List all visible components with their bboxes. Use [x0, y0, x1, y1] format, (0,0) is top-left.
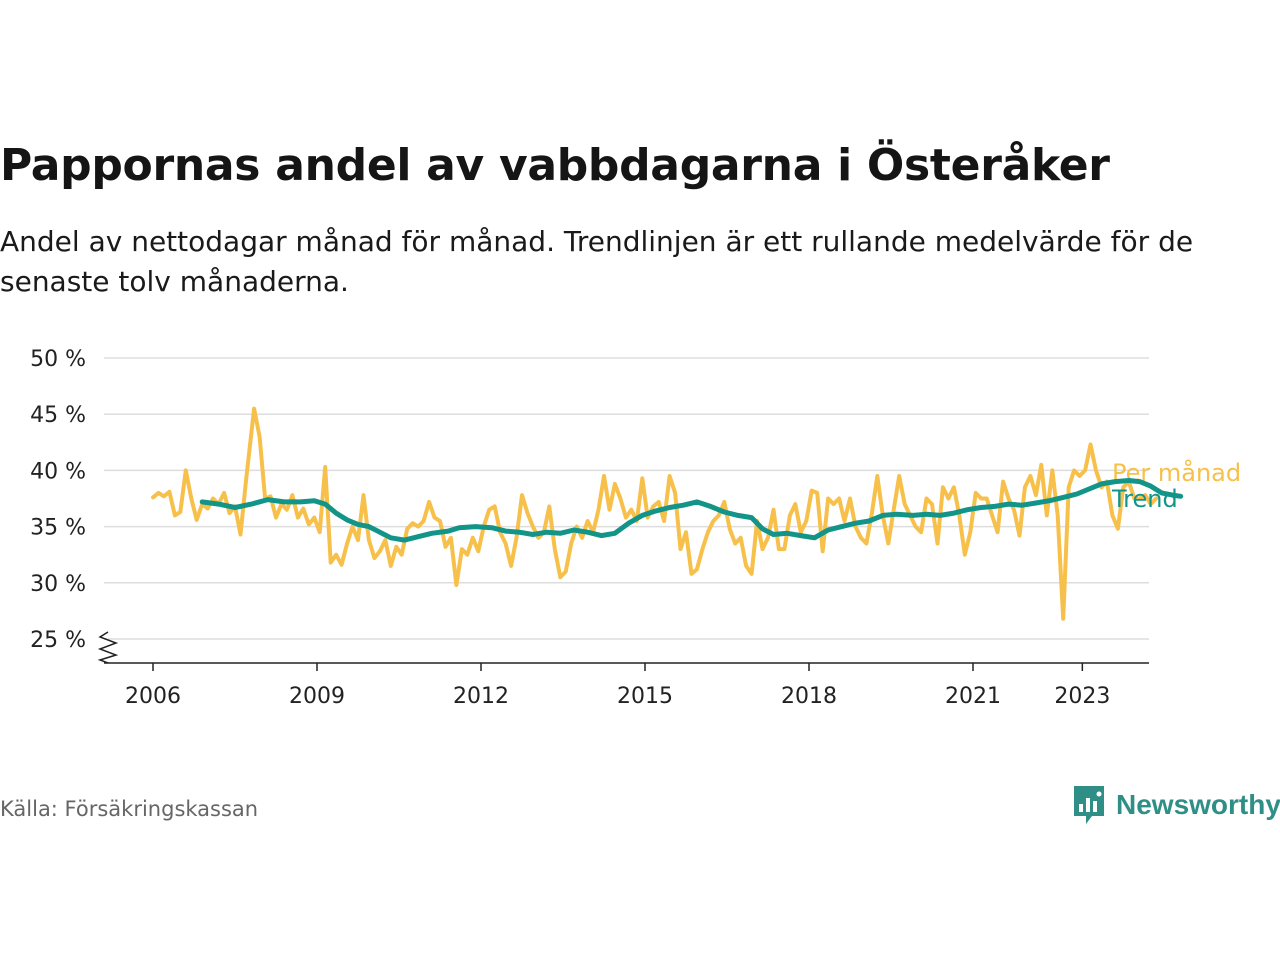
- trend-series-line: [199, 478, 1184, 543]
- chart-subtitle: Andel av nettodagar månad för månad. Tre…: [0, 225, 1194, 298]
- y-tick-label: 50 %: [30, 347, 86, 372]
- line-chart: 25 % 30 % 35 % 40 % 45 % 50 % 2006 2009 2012 2015…: [30, 347, 1241, 709]
- x-tick-label: 2009: [289, 684, 345, 709]
- x-tick-label: 2015: [617, 684, 673, 709]
- axis-break-icon: [97, 631, 119, 664]
- x-tick-label: 2006: [125, 684, 181, 709]
- x-tick-label: 2018: [781, 684, 837, 709]
- y-tick-label: 45 %: [30, 403, 86, 428]
- y-tick-label: 35 %: [30, 516, 86, 541]
- y-tick-label: 40 %: [30, 459, 86, 484]
- y-tick-label: 25 %: [30, 628, 86, 653]
- brand-logo: Newsworthy: [1072, 784, 1280, 826]
- newsworthy-logo-icon: [1074, 786, 1104, 824]
- x-tick-label: 2023: [1054, 684, 1110, 709]
- brand-name: Newsworthy: [1116, 789, 1280, 820]
- x-tick-label: 2012: [453, 684, 509, 709]
- series-label: Trend: [1111, 485, 1178, 513]
- y-tick-label: 30 %: [30, 572, 86, 597]
- chart-title: Pappornas andel av vabbdagarna i Österåk…: [0, 140, 1110, 191]
- source-note: Källa: Försäkringskassan: [0, 797, 259, 821]
- x-tick-label: 2021: [945, 684, 1001, 709]
